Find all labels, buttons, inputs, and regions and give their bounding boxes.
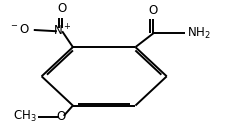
Text: NH$_2$: NH$_2$ [187,26,211,41]
Text: CH$_3$: CH$_3$ [13,109,36,124]
Text: $^-$O: $^-$O [8,23,30,36]
Text: N$^+$: N$^+$ [53,24,71,39]
Text: O: O [56,110,66,123]
Text: O: O [58,2,67,15]
Text: O: O [149,4,158,17]
